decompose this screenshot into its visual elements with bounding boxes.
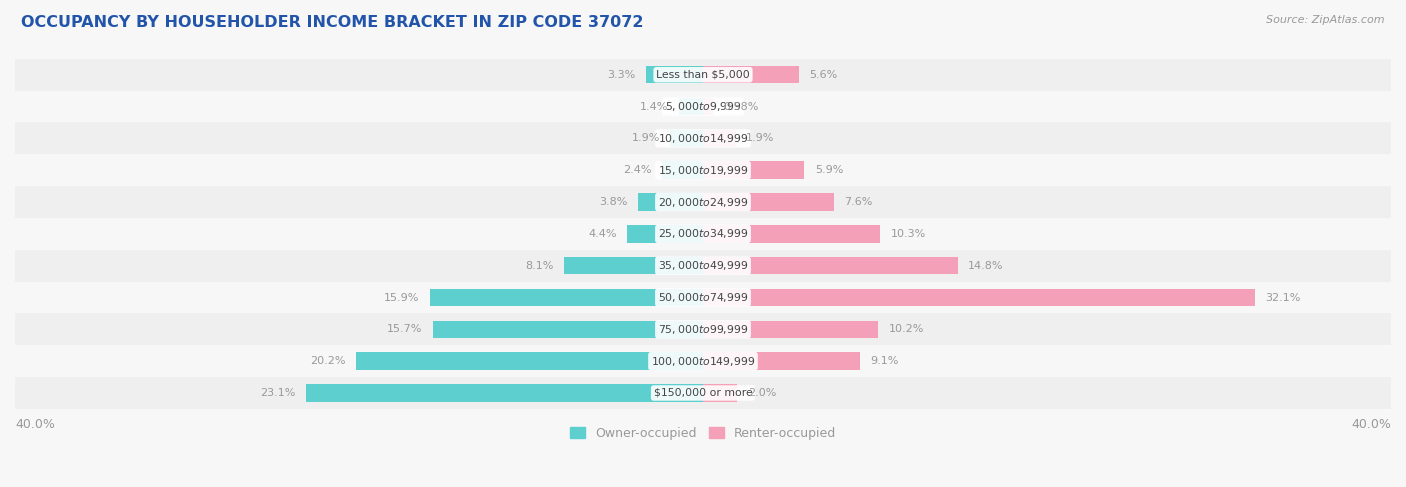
Bar	[647, 66, 703, 83]
Text: $20,000 to $24,999: $20,000 to $24,999	[658, 196, 748, 208]
Bar	[305, 384, 703, 402]
Text: 5.6%: 5.6%	[810, 70, 838, 80]
Bar	[703, 384, 737, 402]
Bar	[703, 289, 1256, 306]
Text: 3.3%: 3.3%	[607, 70, 636, 80]
Bar	[703, 225, 880, 243]
Text: $5,000 to $9,999: $5,000 to $9,999	[665, 100, 741, 113]
Text: $35,000 to $49,999: $35,000 to $49,999	[658, 259, 748, 272]
Text: 0.58%: 0.58%	[723, 102, 759, 112]
Bar	[627, 225, 703, 243]
Text: $75,000 to $99,999: $75,000 to $99,999	[658, 323, 748, 336]
Bar	[15, 250, 1391, 281]
Text: 40.0%: 40.0%	[15, 418, 55, 431]
Bar	[662, 162, 703, 179]
Text: 3.8%: 3.8%	[599, 197, 627, 207]
Text: 40.0%: 40.0%	[1351, 418, 1391, 431]
Bar	[638, 193, 703, 211]
Bar	[703, 320, 879, 338]
Text: 1.4%: 1.4%	[640, 102, 669, 112]
Bar	[703, 66, 800, 83]
Text: $25,000 to $34,999: $25,000 to $34,999	[658, 227, 748, 241]
Bar	[15, 345, 1391, 377]
Text: Source: ZipAtlas.com: Source: ZipAtlas.com	[1267, 15, 1385, 25]
Text: 10.2%: 10.2%	[889, 324, 924, 335]
Bar	[703, 257, 957, 275]
Bar	[356, 353, 703, 370]
Text: 1.9%: 1.9%	[631, 133, 659, 143]
Text: 4.4%: 4.4%	[589, 229, 617, 239]
Bar	[15, 218, 1391, 250]
Text: OCCUPANCY BY HOUSEHOLDER INCOME BRACKET IN ZIP CODE 37072: OCCUPANCY BY HOUSEHOLDER INCOME BRACKET …	[21, 15, 644, 30]
Text: 14.8%: 14.8%	[967, 261, 1004, 271]
Text: 2.4%: 2.4%	[623, 165, 651, 175]
Bar	[15, 122, 1391, 154]
Bar	[15, 314, 1391, 345]
Bar	[433, 320, 703, 338]
Text: $100,000 to $149,999: $100,000 to $149,999	[651, 355, 755, 368]
Text: 10.3%: 10.3%	[890, 229, 925, 239]
Text: 1.9%: 1.9%	[747, 133, 775, 143]
Bar	[15, 377, 1391, 409]
Text: 7.6%: 7.6%	[844, 197, 872, 207]
Bar	[703, 353, 859, 370]
Text: 9.1%: 9.1%	[870, 356, 898, 366]
Bar	[703, 130, 735, 147]
Bar	[703, 98, 713, 115]
Text: $50,000 to $74,999: $50,000 to $74,999	[658, 291, 748, 304]
Text: 2.0%: 2.0%	[748, 388, 776, 398]
Text: 23.1%: 23.1%	[260, 388, 295, 398]
Bar	[564, 257, 703, 275]
Text: 20.2%: 20.2%	[309, 356, 346, 366]
Text: $10,000 to $14,999: $10,000 to $14,999	[658, 132, 748, 145]
Bar	[15, 154, 1391, 186]
Bar	[703, 193, 834, 211]
Bar	[15, 186, 1391, 218]
Text: 15.9%: 15.9%	[384, 293, 419, 302]
Text: $150,000 or more: $150,000 or more	[654, 388, 752, 398]
Text: $15,000 to $19,999: $15,000 to $19,999	[658, 164, 748, 177]
Bar	[15, 59, 1391, 91]
Bar	[703, 162, 804, 179]
Text: 32.1%: 32.1%	[1265, 293, 1301, 302]
Text: 5.9%: 5.9%	[815, 165, 844, 175]
Bar	[429, 289, 703, 306]
Bar	[679, 98, 703, 115]
Text: Less than $5,000: Less than $5,000	[657, 70, 749, 80]
Bar	[671, 130, 703, 147]
Text: 15.7%: 15.7%	[387, 324, 423, 335]
Bar	[15, 91, 1391, 122]
Legend: Owner-occupied, Renter-occupied: Owner-occupied, Renter-occupied	[565, 422, 841, 445]
Bar	[15, 281, 1391, 314]
Text: 8.1%: 8.1%	[524, 261, 554, 271]
